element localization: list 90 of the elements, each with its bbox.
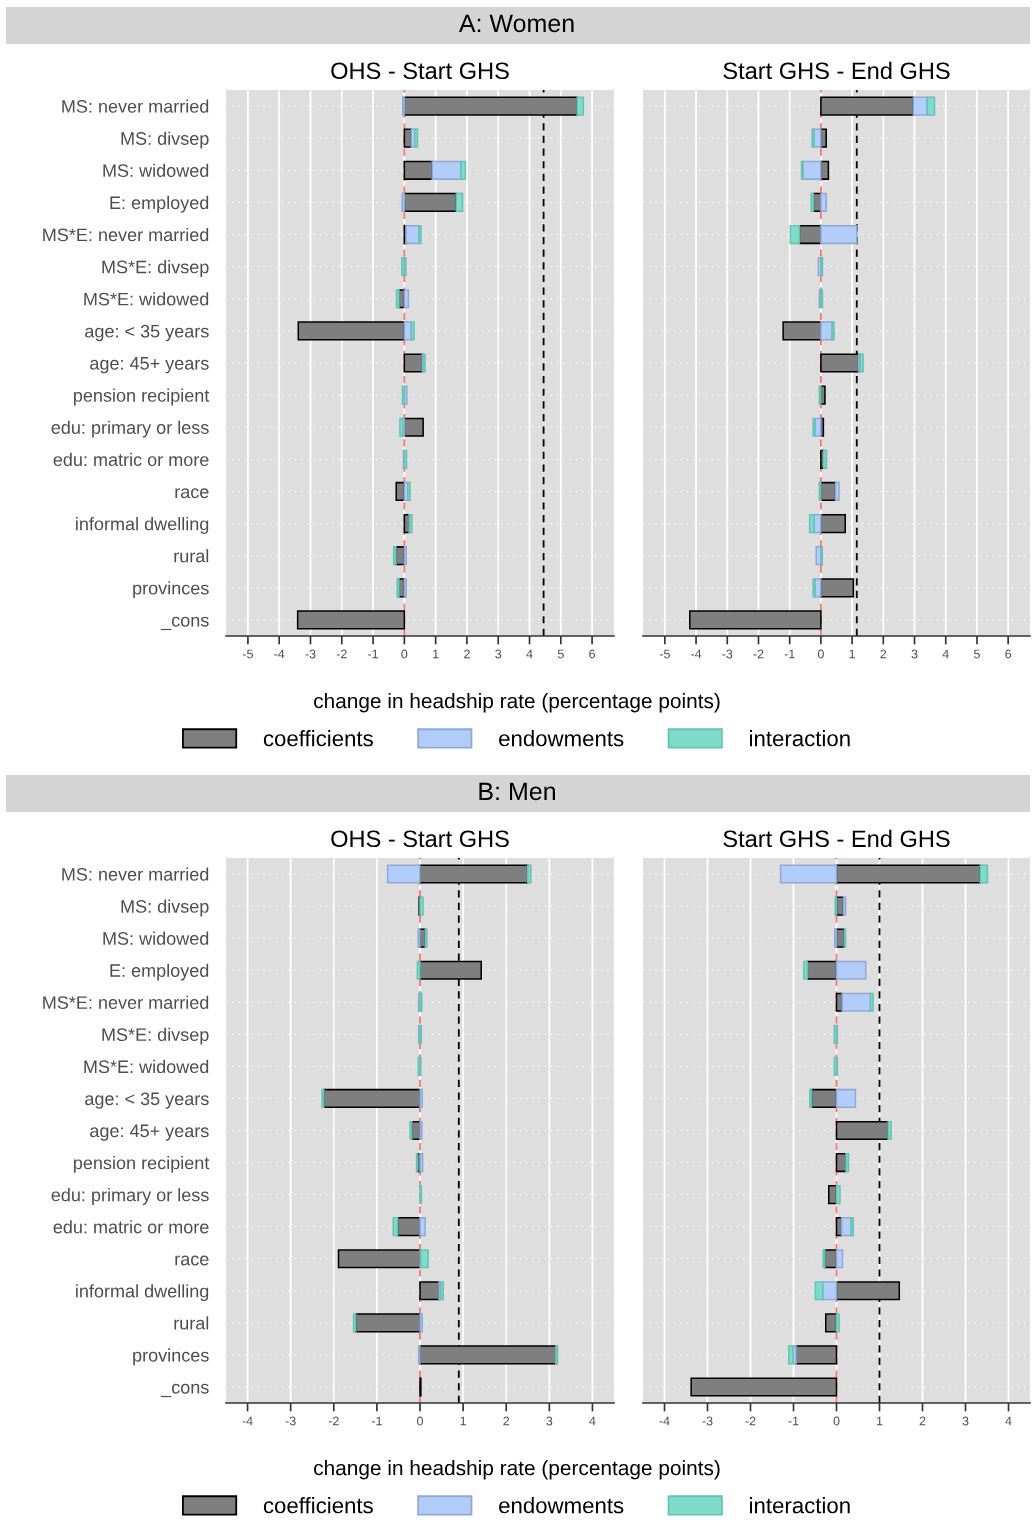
- x-tick-label: 2: [464, 649, 470, 659]
- x-tick-label: -2: [745, 1416, 756, 1426]
- x-tick-label: -1: [371, 1416, 382, 1426]
- y-tick-label: MS*E: never married: [43, 995, 209, 1009]
- x-tick-label: -2: [336, 649, 347, 659]
- text: A: Women: [458, 14, 574, 33]
- x-tick-label: -3: [722, 649, 733, 659]
- y-tick-label: _cons: [160, 1383, 209, 1398]
- x-axis-title: change in headship rate (percentage points): [314, 693, 720, 713]
- y-tick-label: age: < 35 years: [85, 1092, 209, 1109]
- legend-label: endowments: [499, 1497, 624, 1514]
- legend-label: coefficients: [263, 730, 373, 747]
- chart-title: Start GHS - End GHS: [723, 829, 950, 848]
- x-tick-label: 4: [526, 649, 533, 659]
- x-tick-label: 6: [1005, 649, 1012, 659]
- x-tick-label: -1: [368, 649, 379, 659]
- x-tick-label: 2: [503, 1416, 510, 1426]
- y-tick-label: rural: [174, 1316, 209, 1330]
- legend-label: interaction: [750, 1497, 850, 1514]
- x-tick-label: -4: [242, 1416, 253, 1426]
- x-tick-label: 1: [849, 649, 855, 659]
- x-tick-label: -4: [659, 1416, 670, 1426]
- legend-label: coefficients: [263, 1497, 373, 1514]
- x-tick-label: 5: [973, 649, 980, 659]
- x-tick-label: 0: [401, 649, 408, 659]
- legend-label: endowments: [499, 730, 624, 747]
- x-tick-label: 1: [876, 1416, 883, 1426]
- x-tick-label: 2: [880, 649, 887, 659]
- x-tick-label: 6: [589, 649, 596, 659]
- x-tick-label: 0: [817, 649, 824, 659]
- x-tick-label: 4: [1005, 1416, 1012, 1426]
- x-tick-label: -3: [702, 1416, 713, 1426]
- y-tick-label: _cons: [160, 616, 209, 631]
- y-tick-label: race: [175, 488, 209, 499]
- y-tick-label: MS*E: widowed: [84, 292, 209, 306]
- y-tick-label: MS: divsep: [121, 131, 209, 149]
- x-tick-label: -3: [285, 1416, 296, 1426]
- y-tick-label: informal dwelling: [76, 517, 209, 534]
- x-tick-label: 4: [589, 1416, 596, 1426]
- x-tick-label: 3: [546, 1416, 553, 1426]
- x-tick-label: 1: [460, 1416, 466, 1426]
- x-tick-label: -5: [659, 649, 670, 659]
- x-tick-label: 0: [417, 1416, 423, 1426]
- x-tick-label: -2: [753, 649, 764, 659]
- y-tick-label: pension recipient: [74, 1156, 210, 1173]
- y-tick-label: rural: [174, 549, 209, 563]
- y-tick-label: edu: primary or less: [51, 1188, 209, 1205]
- x-tick-label: 3: [495, 649, 502, 659]
- y-tick-label: provinces: [133, 581, 209, 599]
- x-tick-label: -4: [274, 649, 285, 659]
- y-tick-label: E: employed: [110, 963, 209, 981]
- legend-label: interaction: [750, 730, 850, 747]
- x-tick-label: 2: [919, 1416, 926, 1426]
- chart-title: OHS - Start GHS: [331, 830, 509, 848]
- y-tick-label: edu: primary or less: [51, 420, 209, 438]
- x-tick-label: -5: [242, 649, 253, 659]
- x-tick-label: 3: [962, 1416, 969, 1426]
- y-tick-label: MS*E: widowed: [84, 1059, 209, 1074]
- y-tick-label: edu: matric or more: [53, 1220, 209, 1234]
- x-tick-label: -4: [691, 649, 702, 659]
- y-tick-label: MS: never married: [62, 99, 209, 113]
- y-tick-label: MS: divsep: [121, 899, 209, 917]
- y-tick-label: MS*E: divsep: [102, 1027, 209, 1045]
- x-tick-label: 4: [942, 649, 949, 659]
- x-tick-label: 0: [833, 1416, 840, 1426]
- text: B: Men: [479, 782, 555, 801]
- x-tick-label: 3: [911, 649, 918, 659]
- x-tick-label: -1: [788, 1416, 799, 1426]
- y-tick-label: age: < 35 years: [85, 324, 209, 342]
- x-tick-label: 1: [433, 649, 439, 659]
- y-tick-label: pension recipient: [74, 388, 210, 406]
- chart-title: Start GHS - End GHS: [723, 61, 950, 80]
- y-tick-label: MS*E: divsep: [102, 260, 209, 277]
- y-tick-label: age: 45+ years: [90, 357, 209, 374]
- x-axis-title: change in headship rate (percentage points): [314, 1460, 720, 1480]
- x-tick-label: 5: [557, 649, 564, 659]
- x-tick-label: -1: [784, 649, 795, 659]
- y-tick-label: age: 45+ years: [90, 1124, 209, 1141]
- x-tick-label: -2: [328, 1416, 339, 1426]
- y-tick-label: E: employed: [110, 195, 209, 213]
- y-tick-label: MS: widowed: [103, 163, 209, 178]
- y-tick-label: provinces: [133, 1348, 209, 1366]
- chart-title: OHS - Start GHS: [331, 62, 509, 80]
- y-tick-label: MS*E: never married: [43, 227, 209, 242]
- y-tick-label: edu: matric or more: [53, 452, 209, 467]
- y-tick-label: MS: widowed: [103, 931, 209, 945]
- y-tick-label: MS: never married: [62, 867, 209, 881]
- x-tick-label: -3: [305, 649, 316, 659]
- y-tick-label: informal dwelling: [76, 1284, 209, 1302]
- y-tick-label: race: [175, 1255, 209, 1266]
